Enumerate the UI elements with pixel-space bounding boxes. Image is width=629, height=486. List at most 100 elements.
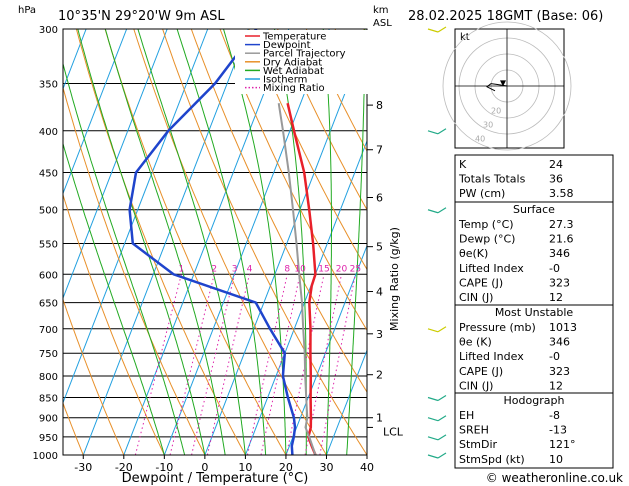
legend-entry: Mixing Ratio: [263, 83, 325, 94]
hodograph-table-label: SREH: [459, 424, 489, 437]
pressure-tick-label: 800: [39, 372, 58, 383]
index-label: K: [459, 158, 467, 171]
legend-entry: Dry Adiabat: [263, 57, 322, 68]
dry-adiabat: [63, 401, 84, 455]
isotherm-line: [123, 29, 290, 455]
mixing-ratio-line: [134, 274, 182, 455]
legend-entry: Wet Adiabat: [263, 66, 324, 77]
isotherm-line: [0, 29, 5, 455]
legend-entry: Parcel Trajectory: [263, 49, 346, 60]
most-unstable-label: CIN (J): [459, 379, 493, 392]
pressure-tick-label: 500: [39, 206, 58, 217]
legend-entry: Dewpoint: [263, 40, 311, 51]
most-unstable-label: CAPE (J): [459, 365, 503, 378]
pressure-tick-label: 650: [39, 299, 58, 310]
surface-value: 12: [549, 291, 563, 304]
surface-label: Lifted Index: [459, 262, 524, 275]
wind-barb-flag: [437, 128, 447, 135]
surface-value: 27.3: [549, 218, 574, 231]
surface-value: 346: [549, 247, 570, 260]
hodograph-table-title: Hodograph: [504, 394, 565, 407]
isotherm-line: [163, 29, 330, 455]
profile-lines: [128, 29, 317, 455]
mixing-ratio-line: [191, 274, 236, 455]
index-value: 24: [549, 158, 563, 171]
most-unstable-value: -0: [549, 350, 560, 363]
pressure-tick-label: 400: [39, 127, 58, 138]
pressure-tick-label: 900: [39, 414, 58, 425]
most-unstable-title: Most Unstable: [495, 306, 574, 319]
mixing-ratio-line: [206, 274, 250, 455]
pressure-tick-label: 700: [39, 325, 58, 336]
most-unstable-value: 12: [549, 379, 563, 392]
hodograph-table-label: StmDir: [459, 438, 498, 451]
isotherm-line: [63, 29, 128, 195]
dry-adiabat: [104, 29, 287, 455]
mixing-ratio-labels: 1 2 3 4 8 10 15 20 25: [179, 264, 362, 274]
surface-table: Temp (°C) 27.3 Dewp (°C) 21.6 θe(K) 346 Lifted…: [458, 218, 574, 304]
dry-adiabat: [63, 85, 206, 455]
isotherm-line: [326, 348, 367, 455]
hodograph-table-value: 10: [549, 453, 563, 466]
wet-adiabat: [223, 29, 287, 455]
index-value: 36: [549, 173, 563, 186]
km-tick-label: 7: [376, 144, 383, 157]
isotherm-line: [244, 139, 367, 455]
most-unstable-label: Pressure (mb): [459, 321, 536, 334]
wind-barb-flag: [437, 207, 447, 214]
dry-adiabat: [63, 193, 165, 455]
dry-adiabat: [219, 29, 367, 332]
hodograph-ring-label: 30: [483, 121, 493, 130]
surface-label: θe(K): [459, 247, 488, 260]
storm-motion-marker: [500, 80, 506, 87]
index-label: Totals Totals: [458, 173, 526, 186]
dry-adiabat: [305, 29, 367, 153]
wind-barb-flag: [437, 415, 447, 422]
temp-tick-label: -30: [74, 461, 92, 474]
km-tick-label: 1: [376, 412, 383, 425]
height-unit-label: km: [373, 5, 389, 16]
legend-entry: Isotherm: [263, 75, 307, 86]
series-dewpoint: [128, 29, 297, 455]
surface-value: 323: [549, 276, 570, 289]
wet-adiabat: [346, 29, 366, 455]
surface-value: 21.6: [549, 233, 574, 246]
mixing-ratio-label: 4: [247, 264, 253, 274]
mixing-ratio-label: 20: [336, 264, 348, 274]
legend-entry: Temperature: [262, 32, 326, 43]
wind-barb: [427, 28, 439, 33]
pressure-tick-label: 1000: [33, 451, 58, 462]
dry-adiabat: [277, 29, 367, 211]
series-temperature: [286, 102, 317, 455]
km-tick-label: 5: [376, 241, 383, 254]
index-label: PW (cm): [459, 187, 505, 200]
km-tick-label: 6: [376, 192, 383, 205]
surface-label: CAPE (J): [459, 276, 503, 289]
plot-frame: [62, 28, 368, 456]
wind-barb-flag: [437, 434, 447, 441]
pressure-tick-label: 950: [39, 433, 58, 444]
hodograph-ring-label: 40: [475, 134, 485, 143]
diagram-grid: [0, 29, 367, 455]
temp-tick-label: 0: [201, 461, 208, 474]
mixing-ratio-line: [169, 274, 215, 455]
mixing-ratio-label: 1: [179, 264, 185, 274]
hodograph-table-value: 121°: [549, 438, 576, 451]
mixing-ratio-label: 25: [350, 264, 361, 274]
surface-label: Dewp (°C): [459, 233, 515, 246]
wind-barb: [427, 454, 439, 459]
hodograph-table-value: -13: [549, 424, 567, 437]
dry-adiabat: [75, 29, 246, 455]
mixing-ratio-label: 3: [232, 264, 238, 274]
temp-tick-label: 30: [319, 461, 333, 474]
location-title: 10°35'N 29°20'W 9m ASL: [58, 9, 225, 24]
wind-barbs: [427, 26, 447, 459]
height-unit-sub-label: ASL: [373, 18, 392, 29]
surface-label: Temp (°C): [458, 218, 514, 231]
wet-adiabat: [322, 29, 332, 455]
surface-value: -0: [549, 262, 560, 275]
mixing-ratio-label: 15: [318, 264, 329, 274]
pressure-tick-label: 300: [39, 25, 58, 36]
